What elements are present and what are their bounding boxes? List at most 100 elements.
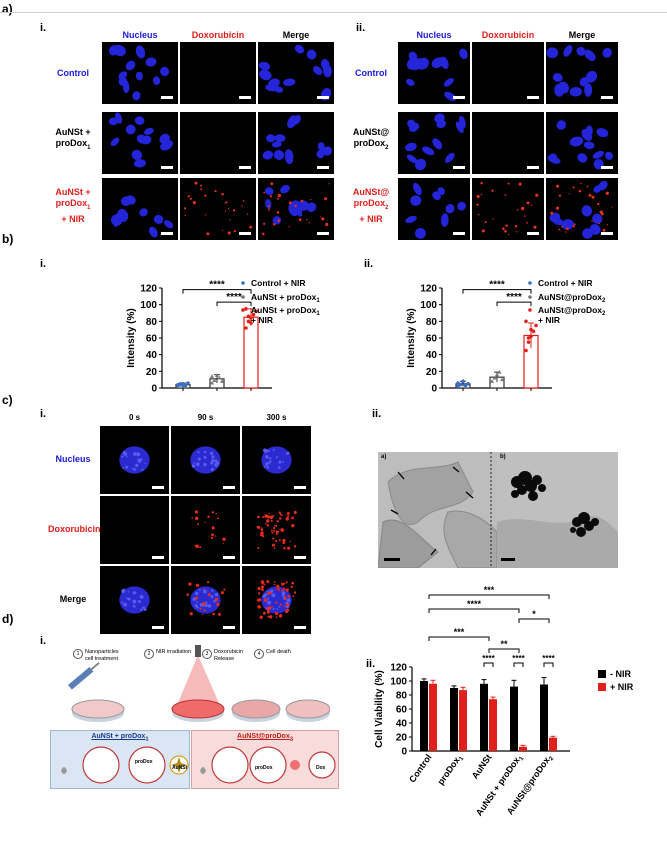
ii-image-r1-c0 (398, 112, 470, 174)
x-tick-label: AuNSt (470, 752, 494, 780)
legend-label: Control + NIR (538, 278, 593, 288)
bar (510, 686, 518, 751)
row-label-line: + NIR (61, 213, 85, 224)
ii-image-r2-c0 (398, 178, 470, 240)
x-tick-label: proDox1 (435, 752, 465, 788)
significance-label: **** (467, 599, 482, 609)
data-point (210, 380, 214, 385)
legend-label: + NIR (251, 315, 273, 325)
box-aunst-prodox1: AuNSt + proDox1 proDox AuNSt (50, 730, 190, 789)
ii-row-label-0: Control (345, 68, 397, 79)
significance-label: *** (484, 585, 495, 595)
legend-label: Control + NIR (251, 278, 306, 288)
i-row-label-0: Control (46, 68, 100, 79)
legend-label: + NIR (538, 315, 560, 325)
scale-bar (601, 232, 613, 235)
scale-bar (294, 556, 306, 559)
data-point (215, 373, 219, 377)
significance-bracket (496, 301, 532, 307)
bar (459, 690, 467, 751)
i-column-header-2: Merge (282, 30, 310, 40)
panel-a-label: a) (2, 2, 13, 16)
step-text: Doxorubicin Release (214, 649, 244, 662)
scale-bar (317, 232, 329, 235)
step-number: 4 (254, 649, 264, 659)
significance-bracket (462, 289, 532, 294)
significance-bracket (483, 662, 494, 667)
y-tick-label: 120 (420, 284, 437, 295)
legend-marker (241, 295, 245, 299)
y-tick-label: 20 (396, 733, 408, 744)
significance-label: *** (454, 627, 465, 637)
x-tick-label: Control (407, 752, 434, 784)
i-image-r0-c0 (102, 42, 178, 104)
panel-c-ii-label: ii. (372, 408, 382, 420)
ii-image-r2-c1 (472, 178, 544, 240)
row-label-line: Control (355, 67, 387, 78)
bar (429, 683, 437, 751)
ii-column-header-2: Merge (568, 30, 596, 40)
y-tick-label: 40 (396, 719, 408, 730)
data-point (524, 348, 528, 353)
significance-label: **** (512, 654, 525, 663)
data-point (210, 374, 214, 378)
panel-d-ii-label: ii. (366, 658, 376, 670)
step-text: Nanoparticles cell treatment (85, 649, 119, 662)
y-tick-label: 60 (396, 705, 408, 716)
panel-c-image-r2-c0 (100, 566, 169, 634)
significance-label: * (532, 609, 536, 619)
scale-bar (527, 166, 539, 169)
panel-b-label: b) (2, 232, 14, 246)
ii-image-r1-c1 (472, 112, 544, 174)
data-point (492, 375, 497, 380)
chart-d-ii: 0 20 40 60 80 100 120 Cell Viability (%) Control… (374, 585, 634, 819)
panel-b-i-label: i. (40, 258, 47, 270)
significance-bracket (518, 618, 550, 623)
ii-row-label-1: AuNSt@ proDox2 (345, 127, 397, 154)
y-axis-label: Intensity (%) (126, 308, 137, 367)
significance-label: **** (489, 280, 505, 291)
bar (489, 699, 497, 751)
significance-label: **** (482, 654, 495, 663)
data-point (251, 312, 256, 317)
y-tick-label: 80 (396, 691, 408, 702)
scale-bar (161, 166, 173, 169)
y-tick-label: 80 (426, 317, 438, 328)
step-text: NIR irradiation (156, 649, 192, 655)
i-column-header-0: Nucleus (122, 30, 158, 40)
box-right-item-0: proDox (255, 765, 273, 771)
panel-c-row-label-1: Doxorubicin (48, 524, 101, 534)
y-tick-label: 20 (146, 367, 158, 378)
bar (420, 681, 428, 751)
data-point (461, 379, 465, 384)
data-point (526, 340, 531, 344)
legend-marker (528, 295, 532, 299)
panel-c-row-label-0: Nucleus (55, 454, 91, 464)
ii-image-r2-c2 (546, 178, 618, 240)
data-point (526, 336, 531, 340)
y-tick-label: 0 (431, 384, 437, 395)
y-tick-label: 20 (426, 367, 438, 378)
row-label-line: AuNSt + (55, 187, 91, 197)
scale-bar (223, 626, 235, 629)
step-text: Cell death (266, 649, 291, 655)
panel-d-i-label: i. (40, 635, 47, 647)
ii-image-r1-c2 (546, 112, 618, 174)
row-label-line: AuNSt + (55, 126, 91, 137)
box-left-title: AuNSt + proDox1 (91, 733, 149, 743)
scale-bar (152, 626, 164, 629)
legend-marker (528, 281, 532, 285)
y-tick-label: 120 (140, 284, 157, 295)
row-label-line: proDox2 (353, 137, 389, 151)
scale-bar (527, 232, 539, 235)
scale-bar (601, 96, 613, 99)
legend-label: - NIR (610, 669, 631, 679)
panel-c-image-r2-c1 (171, 566, 240, 634)
y-tick-label: 60 (426, 334, 438, 345)
i-image-r0-c2 (258, 42, 334, 104)
legend-swatch (598, 670, 606, 678)
panel-c-row-label-2: Merge (59, 594, 87, 604)
ii-column-header-1: Doxorubicin (481, 30, 535, 40)
significance-label: **** (506, 292, 522, 303)
step-number: 1 (73, 649, 83, 659)
